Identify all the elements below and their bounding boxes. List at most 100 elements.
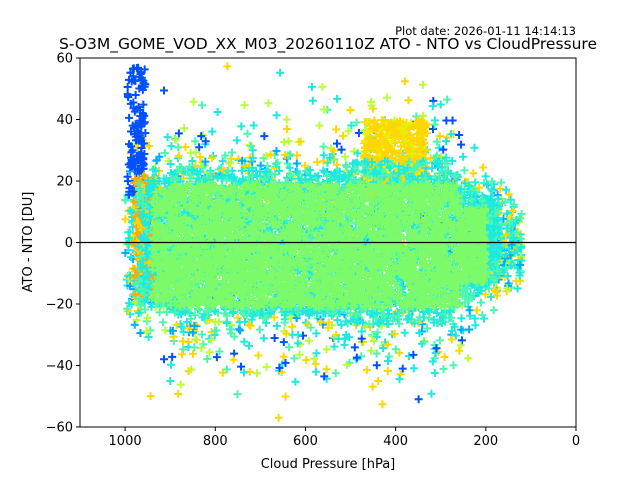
- data-point: [439, 145, 448, 154]
- data-point: [276, 68, 285, 77]
- data-point: [230, 332, 239, 341]
- data-point: [146, 392, 155, 401]
- data-point: [357, 352, 366, 361]
- data-point: [423, 324, 432, 333]
- data-point: [471, 178, 480, 187]
- data-point: [272, 146, 281, 155]
- data-point: [130, 320, 139, 329]
- data-point: [456, 341, 465, 350]
- data-point: [324, 323, 333, 332]
- data-point: [443, 95, 452, 104]
- data-point: [333, 94, 342, 103]
- data-point: [180, 124, 189, 133]
- data-point: [372, 349, 381, 358]
- data-point: [460, 166, 469, 175]
- data-point: [343, 360, 352, 369]
- data-point: [282, 115, 291, 124]
- data-point: [316, 318, 325, 327]
- data-point: [481, 172, 490, 181]
- data-point: [197, 330, 206, 339]
- data-point: [409, 350, 418, 359]
- data-point: [179, 327, 188, 336]
- data-point: [505, 260, 514, 269]
- data-point: [187, 365, 196, 374]
- data-point: [517, 256, 526, 265]
- data-point: [246, 321, 255, 330]
- data-point: [223, 62, 232, 71]
- data-point: [419, 111, 428, 120]
- data-point: [191, 137, 200, 146]
- data-point: [409, 364, 418, 373]
- data-point: [325, 153, 334, 162]
- data-point: [502, 185, 511, 194]
- data-point: [368, 382, 377, 391]
- data-point: [436, 100, 445, 109]
- data-point: [203, 355, 212, 364]
- data-point: [282, 125, 291, 134]
- data-point: [442, 137, 451, 146]
- data-point: [197, 132, 206, 141]
- data-point: [260, 132, 269, 141]
- data-point: [344, 127, 353, 136]
- data-point: [319, 151, 328, 160]
- data-point: [135, 150, 144, 159]
- data-point: [455, 130, 464, 139]
- data-point: [353, 149, 362, 158]
- data-point: [512, 242, 521, 251]
- data-point: [449, 361, 458, 370]
- data-point: [503, 271, 512, 280]
- data-point: [424, 314, 433, 323]
- data-point: [285, 163, 294, 172]
- data-point: [307, 82, 316, 91]
- data-point: [471, 321, 480, 330]
- data-point: [469, 169, 478, 178]
- data-point: [330, 342, 339, 351]
- data-point: [429, 124, 438, 133]
- data-point: [415, 328, 424, 337]
- data-point: [320, 372, 329, 381]
- data-point: [233, 390, 242, 399]
- data-point: [211, 317, 220, 326]
- data-point: [123, 83, 132, 92]
- data-point: [123, 304, 132, 313]
- data-point: [367, 346, 376, 355]
- data-point: [232, 136, 241, 145]
- data-point: [272, 111, 281, 120]
- data-point: [221, 151, 230, 160]
- data-point: [131, 90, 140, 99]
- data-point: [513, 284, 522, 293]
- data-point: [121, 196, 130, 205]
- data-point: [510, 248, 519, 257]
- data-point: [318, 82, 327, 91]
- data-point: [352, 118, 361, 127]
- data-point: [354, 129, 363, 138]
- data-point: [127, 253, 136, 262]
- data-point: [160, 355, 169, 364]
- data-point: [248, 154, 257, 163]
- data-point: [501, 250, 510, 259]
- data-point: [509, 200, 518, 209]
- data-point: [447, 335, 456, 344]
- data-point: [275, 363, 284, 372]
- data-point: [342, 330, 351, 339]
- data-point: [334, 334, 343, 343]
- data-point: [277, 368, 286, 377]
- data-point: [515, 271, 524, 280]
- data-point: [404, 96, 413, 105]
- data-point: [457, 325, 466, 334]
- data-point: [248, 146, 257, 155]
- data-point: [145, 141, 154, 150]
- data-point: [167, 360, 176, 369]
- data-point: [432, 344, 441, 353]
- data-point: [294, 330, 303, 339]
- data-point: [414, 395, 423, 404]
- data-point: [372, 361, 381, 370]
- data-point: [229, 355, 238, 364]
- data-point: [181, 143, 190, 152]
- data-point: [222, 319, 231, 328]
- data-point: [516, 234, 525, 243]
- data-point: [320, 105, 329, 114]
- data-point: [517, 243, 526, 252]
- data-point: [509, 234, 518, 243]
- data-point: [227, 148, 236, 157]
